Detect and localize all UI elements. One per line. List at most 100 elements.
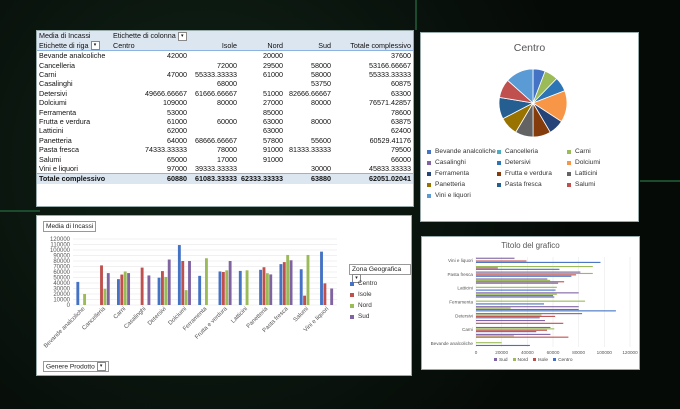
horizontal-bar[interactable] (476, 303, 545, 305)
column-bar[interactable] (218, 271, 222, 305)
pie-slice[interactable] (507, 68, 534, 104)
pie-chart-title[interactable]: Centro (513, 42, 546, 54)
pivot-cell[interactable]: 68000 (217, 79, 237, 89)
pie-legend-item[interactable]: Salumi (567, 179, 637, 190)
column-bar[interactable] (76, 281, 80, 305)
column-bar[interactable] (123, 271, 127, 305)
pie-legend[interactable]: Bevande analcoliche Cancelleria Carni Casal… (427, 146, 637, 201)
column-chart[interactable]: Media di Incassi 0 10000 20000 30000 40000 50… (37, 216, 411, 375)
column-bar[interactable] (330, 288, 334, 306)
horizontal-bar[interactable] (476, 260, 527, 262)
column-bar[interactable] (269, 274, 273, 305)
pivot-cell[interactable] (111, 79, 189, 88)
pie-legend-item[interactable]: Casalinghi (427, 157, 497, 168)
pivot-cell[interactable]: 66000 (391, 154, 411, 164)
pivot-total-cell[interactable]: 62333.33333 (239, 173, 285, 184)
pivot-cell[interactable] (189, 126, 239, 135)
pivot-cell[interactable]: 81333.33333 (289, 145, 331, 155)
pivot-cell[interactable] (285, 108, 333, 117)
pivot-cell[interactable]: 47000 (167, 70, 187, 79)
legend-field-button[interactable]: Zona Geografica ▾ (349, 264, 411, 283)
column-filter-dropdown-icon[interactable]: ▾ (177, 31, 187, 41)
column-bar[interactable] (181, 261, 185, 305)
pie-legend-item[interactable]: Bevande analcoliche (427, 146, 497, 157)
pivot-cell[interactable]: 76571.42857 (369, 98, 411, 108)
pivot-cell[interactable]: 17000 (217, 154, 237, 164)
pivot-cell[interactable] (239, 79, 285, 88)
pivot-cell[interactable]: 20000 (263, 51, 283, 61)
pivot-cell[interactable]: 55333.33333 (195, 70, 237, 79)
horizontal-bar[interactable] (476, 289, 556, 291)
pivot-cell[interactable]: 74333.33333 (145, 145, 187, 155)
column-bar[interactable] (161, 271, 164, 305)
column-bar[interactable] (117, 279, 120, 305)
pivot-row[interactable]: Vini e liquori 97000 39333.33333 30000 45833… (37, 164, 413, 174)
pivot-row[interactable]: Carni 47000 55333.33333 61000 58000 55333.333… (37, 70, 413, 79)
pivot-total-row[interactable]: Totale complessivo 60880 61083.33333 62333.… (37, 173, 413, 184)
pivot-column-header[interactable]: Totale complessivo (333, 40, 413, 52)
pivot-cell[interactable]: 97000 (167, 164, 187, 174)
column-bar[interactable] (306, 254, 310, 305)
pivot-cell[interactable]: 29500 (263, 60, 283, 70)
pivot-cell[interactable]: 68666.66667 (195, 135, 237, 145)
horizontal-bar[interactable] (476, 335, 514, 337)
pie-legend-item[interactable]: Dolciumi (567, 157, 637, 168)
pivot-cell[interactable]: 45833.33333 (369, 164, 411, 174)
column-bar[interactable] (259, 269, 263, 305)
column-legend-item[interactable]: Sud (350, 311, 377, 322)
pie-legend-item[interactable]: Detersivi (497, 157, 567, 168)
horizontal-bar[interactable] (476, 282, 559, 284)
horizontal-bar[interactable] (476, 278, 548, 280)
column-legend-item[interactable]: Centro (350, 278, 377, 289)
pivot-cell[interactable]: 57800 (263, 135, 283, 145)
bar-legend-item[interactable]: Sud (494, 358, 508, 363)
pivot-cell[interactable]: 58000 (311, 70, 331, 79)
value-field-button[interactable]: Media di Incassi (43, 221, 97, 232)
column-bar[interactable] (205, 258, 208, 305)
column-bar[interactable] (282, 262, 286, 305)
bar-legend-item[interactable]: Nord (512, 358, 528, 363)
pivot-cell[interactable]: 62400 (391, 126, 411, 136)
horizontal-bar[interactable] (476, 344, 530, 347)
column-bar[interactable] (188, 261, 191, 305)
pivot-cell[interactable]: 55600 (311, 135, 331, 145)
horizontal-bar[interactable] (476, 275, 572, 277)
pivot-row[interactable]: Detersivi 49666.66667 61666.66667 51000 8266… (37, 89, 413, 98)
pie-legend-item[interactable]: Carni (567, 146, 637, 157)
pivot-row[interactable]: Dolciumi 109000 80000 27000 80000 76571.42857 (37, 98, 413, 107)
bar-legend-item[interactable]: Isole (532, 358, 548, 363)
horizontal-bar[interactable] (476, 272, 593, 275)
column-bar[interactable] (238, 270, 242, 305)
pivot-cell[interactable] (285, 126, 333, 135)
pivot-row[interactable]: Ferramenta 53000 85000 78600 (37, 108, 413, 117)
pivot-row[interactable]: Bevande analcoliche 42000 20000 37600 (37, 51, 413, 61)
horizontal-bar[interactable] (476, 296, 555, 298)
pivot-row[interactable]: Pasta fresca 74333.33333 78000 91000 81333.3… (37, 145, 413, 154)
pivot-cell[interactable]: 78600 (391, 107, 411, 117)
pivot-total-cell[interactable]: 60880 (111, 173, 189, 184)
column-bar[interactable] (303, 295, 307, 305)
pivot-column-header[interactable]: Sud (285, 40, 333, 52)
pivot-cell[interactable] (111, 61, 189, 70)
horizontal-bar[interactable] (476, 267, 498, 269)
pivot-cell[interactable]: 62000 (167, 126, 187, 136)
column-bar[interactable] (167, 259, 171, 305)
horizontal-bar[interactable] (476, 268, 560, 270)
pivot-cell[interactable] (189, 51, 239, 61)
pivot-cell[interactable]: 80000 (217, 98, 237, 108)
column-bar[interactable] (286, 254, 290, 305)
pivot-cell[interactable] (285, 155, 333, 164)
pivot-cell[interactable]: 61000 (167, 117, 187, 127)
pivot-cell[interactable]: 53000 (167, 107, 187, 117)
horizontal-bar[interactable] (476, 306, 579, 308)
pie-legend-item[interactable]: Ferramenta (427, 168, 497, 179)
horizontal-bar[interactable] (476, 293, 557, 295)
pie-legend-item[interactable]: Frutta e verdura (497, 168, 567, 179)
pivot-cell[interactable]: 30000 (311, 164, 331, 174)
pivot-row[interactable]: Salumi 65000 17000 91000 66000 (37, 155, 413, 164)
column-bar[interactable] (106, 273, 110, 305)
pie-legend-item[interactable]: Latticini (567, 168, 637, 179)
pivot-value-label[interactable]: Media di Incassi (37, 31, 111, 41)
horizontal-bar-chart[interactable]: Titolo del grafico 0 20000 40000 60000 80000… (422, 237, 639, 369)
pivot-cell[interactable]: 53750 (311, 79, 331, 89)
